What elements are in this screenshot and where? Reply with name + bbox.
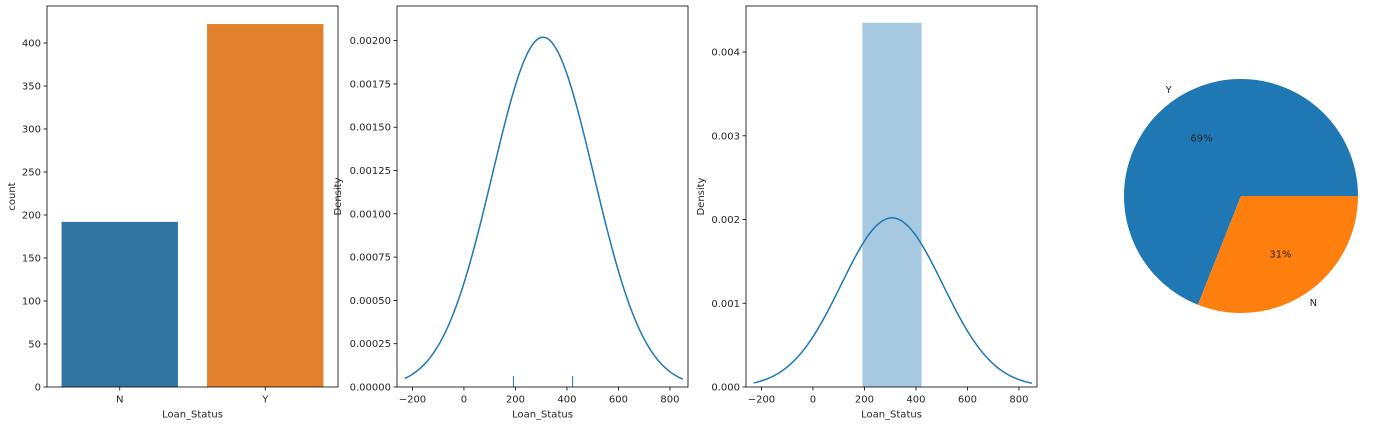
bar-N	[61, 221, 178, 387]
count-chart-xlabel: Loan_Status	[162, 410, 223, 421]
hist-chart-axes-frame	[745, 5, 1038, 388]
hist-chart-xtick-label: 400	[906, 395, 925, 406]
hist-chart-ytick-label: 0.003	[711, 131, 740, 142]
kde-chart-ytick-label: 0.00000	[350, 383, 391, 394]
count-chart-ytick-label: 250	[22, 167, 41, 178]
kde-chart-xtick-label: 200	[506, 395, 525, 406]
kde-chart-xtick-label: 400	[557, 395, 576, 406]
kde-chart-xlabel: Loan_Status	[512, 410, 573, 421]
count-chart-xtick-label: N	[116, 395, 123, 406]
kde-chart-xtick-label: 0	[461, 395, 467, 406]
hist-chart-ytick-label: 0.004	[711, 48, 740, 59]
hist-chart-xtick-label: 0	[810, 395, 816, 406]
kde-line	[753, 217, 1033, 384]
count-chart-ytick-label: 0	[35, 383, 41, 394]
count-chart-ytick-label: 200	[22, 210, 41, 221]
hist-chart-ytick-label: 0.000	[711, 383, 740, 394]
kde-chart-ytick-label: 0.00200	[350, 36, 391, 47]
hist-chart-xtick-label: 800	[1009, 395, 1028, 406]
kde-chart-xtick-label: −200	[399, 395, 426, 406]
kde-chart-xtick-label: 800	[660, 395, 679, 406]
count-chart-ytick-label: 350	[22, 81, 41, 92]
hist-chart-xtick-label: 200	[855, 395, 874, 406]
hist-chart: 0.000 0.001 0.002 0.003 0.004 −200 0 200 400 600 8…	[696, 5, 1038, 421]
kde-chart-ytick-label: 0.00175	[350, 79, 391, 90]
kde-chart: 0.00000 0.00025 0.00050 0.00075 0.00100 0.001…	[333, 5, 689, 421]
kde-chart-ytick-label: 0.00100	[350, 209, 391, 220]
kde-line	[404, 36, 684, 380]
hist-chart-ytick-label: 0.002	[711, 215, 740, 226]
hist-chart-xtick-label: 600	[958, 395, 977, 406]
hist-chart-ylabel: Density	[696, 177, 707, 215]
count-chart-ylabel: count	[7, 182, 18, 210]
count-chart-xtick-label: Y	[261, 395, 269, 406]
kde-chart-axes-frame	[396, 5, 689, 388]
hist-chart-ytick-label: 0.001	[711, 299, 740, 310]
kde-chart-ylabel: Density	[333, 177, 344, 215]
bar-Y	[207, 24, 324, 388]
pie-chart: Y 69% N 31%	[1124, 78, 1358, 313]
pie-label-Y: Y	[1165, 85, 1173, 96]
hist-chart-xtick-label: −200	[748, 395, 775, 406]
count-chart-ytick-label: 100	[22, 296, 41, 307]
pie-slice-Y	[1124, 78, 1358, 305]
count-chart-ytick-label: 50	[28, 339, 41, 350]
pie-pct-Y: 69%	[1190, 133, 1212, 144]
hist-bar	[862, 22, 922, 387]
kde-chart-xtick-label: 600	[609, 395, 628, 406]
count-chart-ytick-label: 400	[22, 38, 41, 49]
count-chart-ytick-label: 150	[22, 253, 41, 264]
count-chart-ytick-label: 300	[22, 124, 41, 135]
kde-chart-ytick-label: 0.00150	[350, 123, 391, 134]
count-chart: 0 50 100 150 200 250 300 350 400 N Y Loan_Status cou…	[7, 5, 339, 421]
pie-label-N: N	[1310, 298, 1317, 309]
kde-chart-ytick-label: 0.00050	[350, 296, 391, 307]
kde-chart-ytick-label: 0.00125	[350, 166, 391, 177]
pie-slice-N	[1197, 196, 1358, 313]
count-chart-axes-frame	[46, 5, 339, 388]
pie-pct-N: 31%	[1269, 250, 1291, 261]
kde-chart-ytick-label: 0.00075	[350, 253, 391, 264]
kde-chart-ytick-label: 0.00025	[350, 339, 391, 350]
hist-chart-xlabel: Loan_Status	[861, 410, 922, 421]
